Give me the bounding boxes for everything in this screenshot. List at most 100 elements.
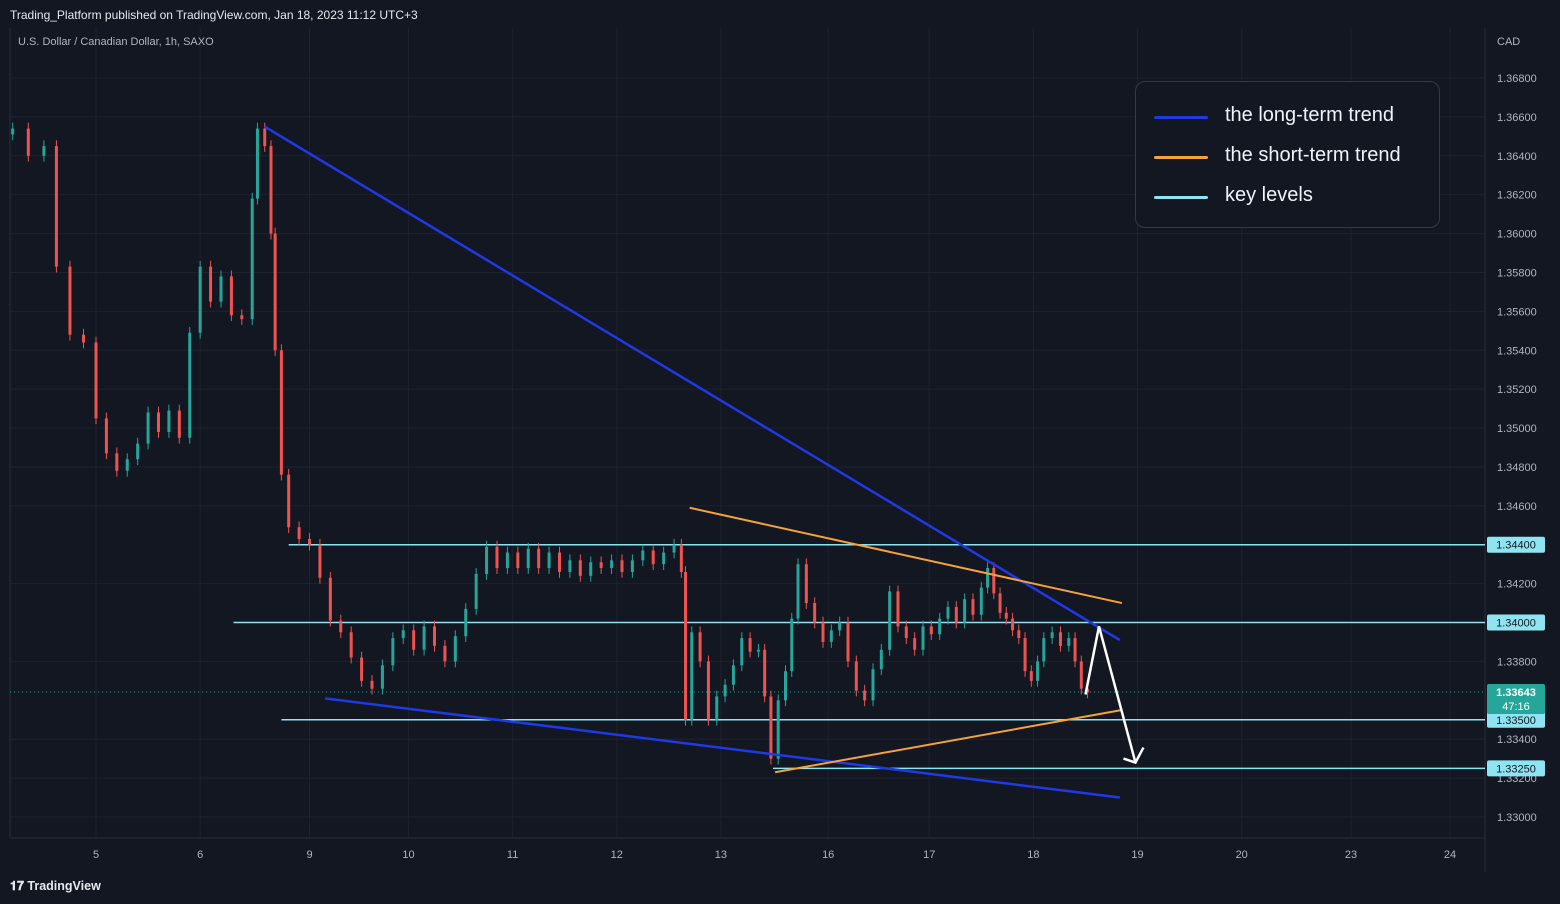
legend-panel: the long-term trend the short-term trend…	[1135, 81, 1440, 228]
candle-body	[568, 560, 572, 572]
candle-body	[370, 680, 374, 689]
candle-body	[684, 571, 688, 720]
key-level-price-label: 1.33250	[1496, 763, 1536, 775]
candle-body	[790, 618, 794, 672]
candlestick-series	[11, 122, 1090, 765]
price-tick-label: 1.35000	[1497, 423, 1537, 435]
trend-line	[774, 709, 1123, 774]
candle-body	[871, 669, 875, 701]
candle-body	[641, 550, 645, 561]
candle-body	[896, 591, 900, 627]
candle-body	[328, 577, 332, 621]
candle-body	[1058, 632, 1062, 646]
candle-body	[339, 620, 343, 633]
candle-body	[599, 562, 603, 569]
legend-label-key-levels: key levels	[1225, 184, 1313, 206]
chart-grid	[10, 28, 1485, 838]
candle-body	[1011, 618, 1015, 631]
tradingview-logo[interactable]: 𝟏𝟕 TradingView	[10, 879, 101, 894]
candle-body	[672, 544, 676, 553]
candle-body	[495, 546, 499, 569]
candle-body	[250, 198, 254, 320]
candle-body	[156, 412, 160, 432]
key-level-price-label: 1.34400	[1496, 540, 1536, 552]
candle-body	[829, 630, 833, 642]
candle-body	[706, 661, 710, 720]
candle-body	[630, 560, 634, 572]
candle-body	[838, 622, 842, 631]
candle-body	[115, 453, 119, 471]
candle-body	[308, 538, 312, 545]
price-chart[interactable]: U.S. Dollar / Canadian Dollar, 1h, SAXO …	[0, 0, 1560, 872]
legend-swatch-short-term	[1154, 156, 1208, 159]
price-tick-label: 1.33400	[1497, 734, 1537, 746]
candle-body	[167, 410, 171, 432]
candle-body	[177, 410, 181, 438]
price-tick-label: 1.34200	[1497, 579, 1537, 591]
candle-body	[318, 544, 322, 578]
candle-body	[1067, 638, 1071, 646]
key-level-price-tag	[1487, 711, 1545, 728]
candle-body	[198, 266, 202, 333]
key-level-price-tag	[1487, 614, 1545, 631]
candle-body	[690, 632, 694, 720]
candle-body	[380, 665, 384, 689]
candle-body	[136, 443, 140, 460]
candle-body	[938, 618, 942, 635]
candle-body	[763, 649, 767, 697]
time-tick-label: 17	[923, 849, 935, 861]
key-level-price-label: 1.33500	[1496, 715, 1536, 727]
price-tick-label: 1.34800	[1497, 462, 1537, 474]
trend-lines	[264, 125, 1123, 799]
candle-body	[557, 552, 561, 572]
price-tick-label: 1.33800	[1497, 656, 1537, 668]
candle-body	[748, 638, 752, 652]
candle-body	[854, 661, 858, 691]
candle-body	[1050, 632, 1054, 639]
candle-body	[986, 568, 990, 588]
candle-body	[610, 560, 614, 569]
candle-body	[1079, 661, 1083, 689]
candle-body	[11, 128, 15, 135]
key-level-price-tag	[1487, 760, 1545, 777]
candle-body	[946, 606, 950, 619]
candle-body	[474, 573, 478, 609]
candle-body	[26, 128, 30, 156]
candle-body	[269, 146, 273, 234]
candle-body	[68, 266, 72, 335]
candle-body	[954, 606, 958, 623]
publisher-bar: Trading_Platform published on TradingVie…	[0, 0, 1560, 28]
candle-body	[846, 622, 850, 662]
candle-body	[104, 418, 108, 454]
publisher-text: Trading_Platform published on TradingVie…	[10, 8, 418, 22]
candle-body	[662, 552, 666, 565]
candle-body	[1036, 661, 1040, 681]
projection-arrowhead	[1123, 746, 1145, 765]
legend-label-short-term: the short-term trend	[1225, 144, 1401, 166]
candle-body	[146, 412, 150, 444]
trend-line	[689, 506, 1123, 605]
candle-body	[740, 638, 744, 666]
price-tick-label: 1.35600	[1497, 306, 1537, 318]
time-tick-label: 6	[197, 849, 203, 861]
price-axis: 1.36800 1.36600 1.36400 1.36200 1.36000 1.358…	[1497, 73, 1537, 824]
candle-body	[796, 564, 800, 619]
candle-body	[422, 626, 426, 650]
price-tick-label: 1.36800	[1497, 73, 1537, 85]
price-tick-label: 1.36000	[1497, 229, 1537, 241]
legend-swatch-key-levels	[1154, 196, 1208, 199]
time-tick-label: 13	[715, 849, 727, 861]
candle-body	[255, 128, 259, 199]
legend-label-long-term: the long-term trend	[1225, 104, 1394, 126]
candle-body	[879, 649, 883, 670]
time-tick-label: 16	[822, 849, 834, 861]
candle-body	[1023, 638, 1027, 672]
tv-logo-icon: 𝟏𝟕	[10, 879, 24, 893]
candle-body	[723, 684, 727, 697]
candle-body	[433, 626, 436, 646]
candle-body	[537, 548, 541, 569]
candle-body	[992, 568, 996, 594]
candle-body	[42, 146, 46, 156]
candle-body	[229, 276, 233, 316]
price-tick-label: 1.34600	[1497, 501, 1537, 513]
